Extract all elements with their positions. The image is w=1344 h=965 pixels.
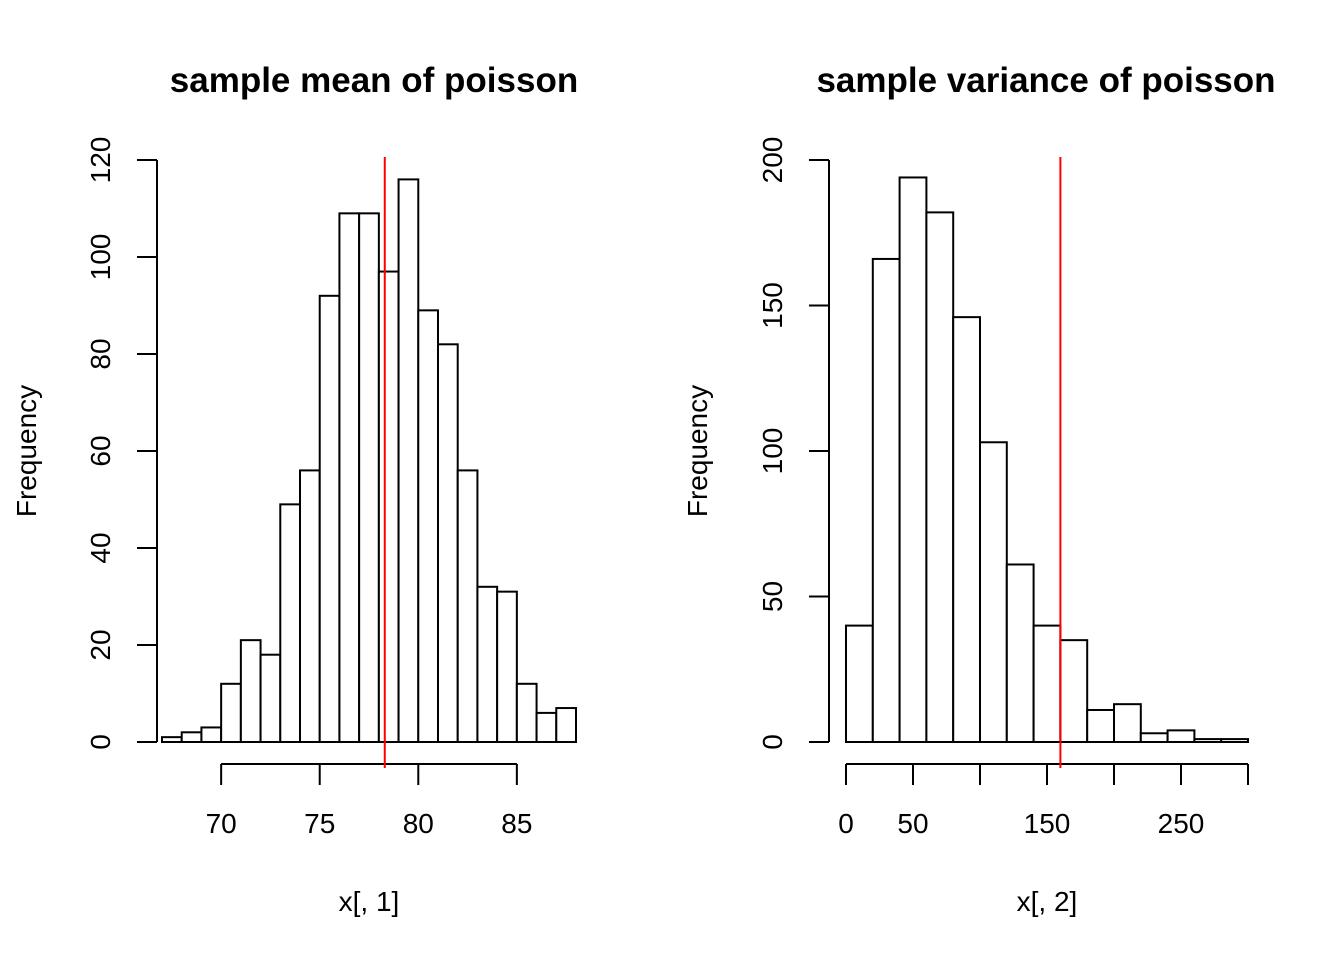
histogram-bar xyxy=(279,503,301,743)
x-tick-label: 80 xyxy=(403,808,434,839)
y-tick-label: 0 xyxy=(757,734,788,750)
histogram-bar xyxy=(161,736,183,744)
y-tick-label: 150 xyxy=(757,282,788,329)
histogram-bar xyxy=(1086,708,1115,743)
histogram-bar xyxy=(456,469,479,743)
chart-panel-1: sample mean of poisson 0 20 40 60 80 100 120 70 7… xyxy=(11,61,578,917)
histogram-bar xyxy=(898,176,928,743)
histogram-bar xyxy=(925,211,955,743)
chart-title: sample variance of poisson xyxy=(816,61,1275,100)
histogram-bar xyxy=(555,707,577,743)
histogram-bar xyxy=(845,624,874,743)
histogram-bar xyxy=(437,343,459,743)
histogram-bar xyxy=(1032,624,1062,743)
histogram-bar xyxy=(338,212,361,744)
x-tick-label: 150 xyxy=(1024,808,1071,839)
histogram-bar xyxy=(397,178,420,743)
y-tick-label: 60 xyxy=(85,435,116,466)
histogram-bar xyxy=(1113,703,1142,743)
x-tick-label: 85 xyxy=(501,808,532,839)
chart-title: sample mean of poisson xyxy=(170,61,578,100)
x-tick-label: 50 xyxy=(897,808,928,839)
histogram-bar xyxy=(1166,729,1196,743)
histogram-bar xyxy=(259,653,282,744)
x-tick-label: 70 xyxy=(206,808,237,839)
y-tick-label: 80 xyxy=(85,338,116,369)
y-tick-label: 40 xyxy=(85,532,116,563)
x-axis-label: x[, 1] xyxy=(339,886,400,917)
y-tick-label: 50 xyxy=(757,581,788,612)
y-tick-label: 20 xyxy=(85,629,116,660)
histogram-bar xyxy=(496,590,518,744)
x-tick-label: 0 xyxy=(838,808,854,839)
histogram-bar xyxy=(318,294,341,743)
y-tick-label: 200 xyxy=(757,137,788,184)
histogram-bar xyxy=(476,585,499,743)
y-tick-label: 100 xyxy=(85,234,116,281)
histogram-bar xyxy=(1005,563,1035,743)
histogram-bar xyxy=(952,316,982,743)
histogram-bar xyxy=(180,731,203,743)
histogram-bar xyxy=(1059,639,1089,744)
histogram-bar xyxy=(1193,738,1223,744)
histogram-bar xyxy=(417,309,439,743)
y-tick-label: 120 xyxy=(85,137,116,184)
y-axis-label: Frequency xyxy=(682,385,713,517)
y-tick-label: 100 xyxy=(757,428,788,475)
histogram-bar xyxy=(535,711,558,744)
histogram-bar xyxy=(220,682,242,743)
y-axis-label: Frequency xyxy=(11,385,42,517)
histogram-bar xyxy=(358,212,380,744)
x-tick-label: 250 xyxy=(1158,808,1205,839)
histogram-bar xyxy=(200,726,223,744)
y-tick-label: 0 xyxy=(85,734,116,750)
histogram-bar xyxy=(979,441,1008,743)
chart-panel-2: sample variance of poisson 0 50 100 150 200 0 5… xyxy=(682,61,1276,917)
histogram-bar xyxy=(871,257,901,743)
x-tick-label: 75 xyxy=(304,808,335,839)
histogram-bar xyxy=(1139,732,1169,744)
histogram-bar xyxy=(1220,738,1249,744)
histogram-bar xyxy=(377,270,400,743)
histogram-bar xyxy=(515,682,538,743)
histogram-bar xyxy=(239,639,262,744)
x-axis-label: x[, 2] xyxy=(1017,886,1078,917)
histogram-bar xyxy=(299,469,321,743)
